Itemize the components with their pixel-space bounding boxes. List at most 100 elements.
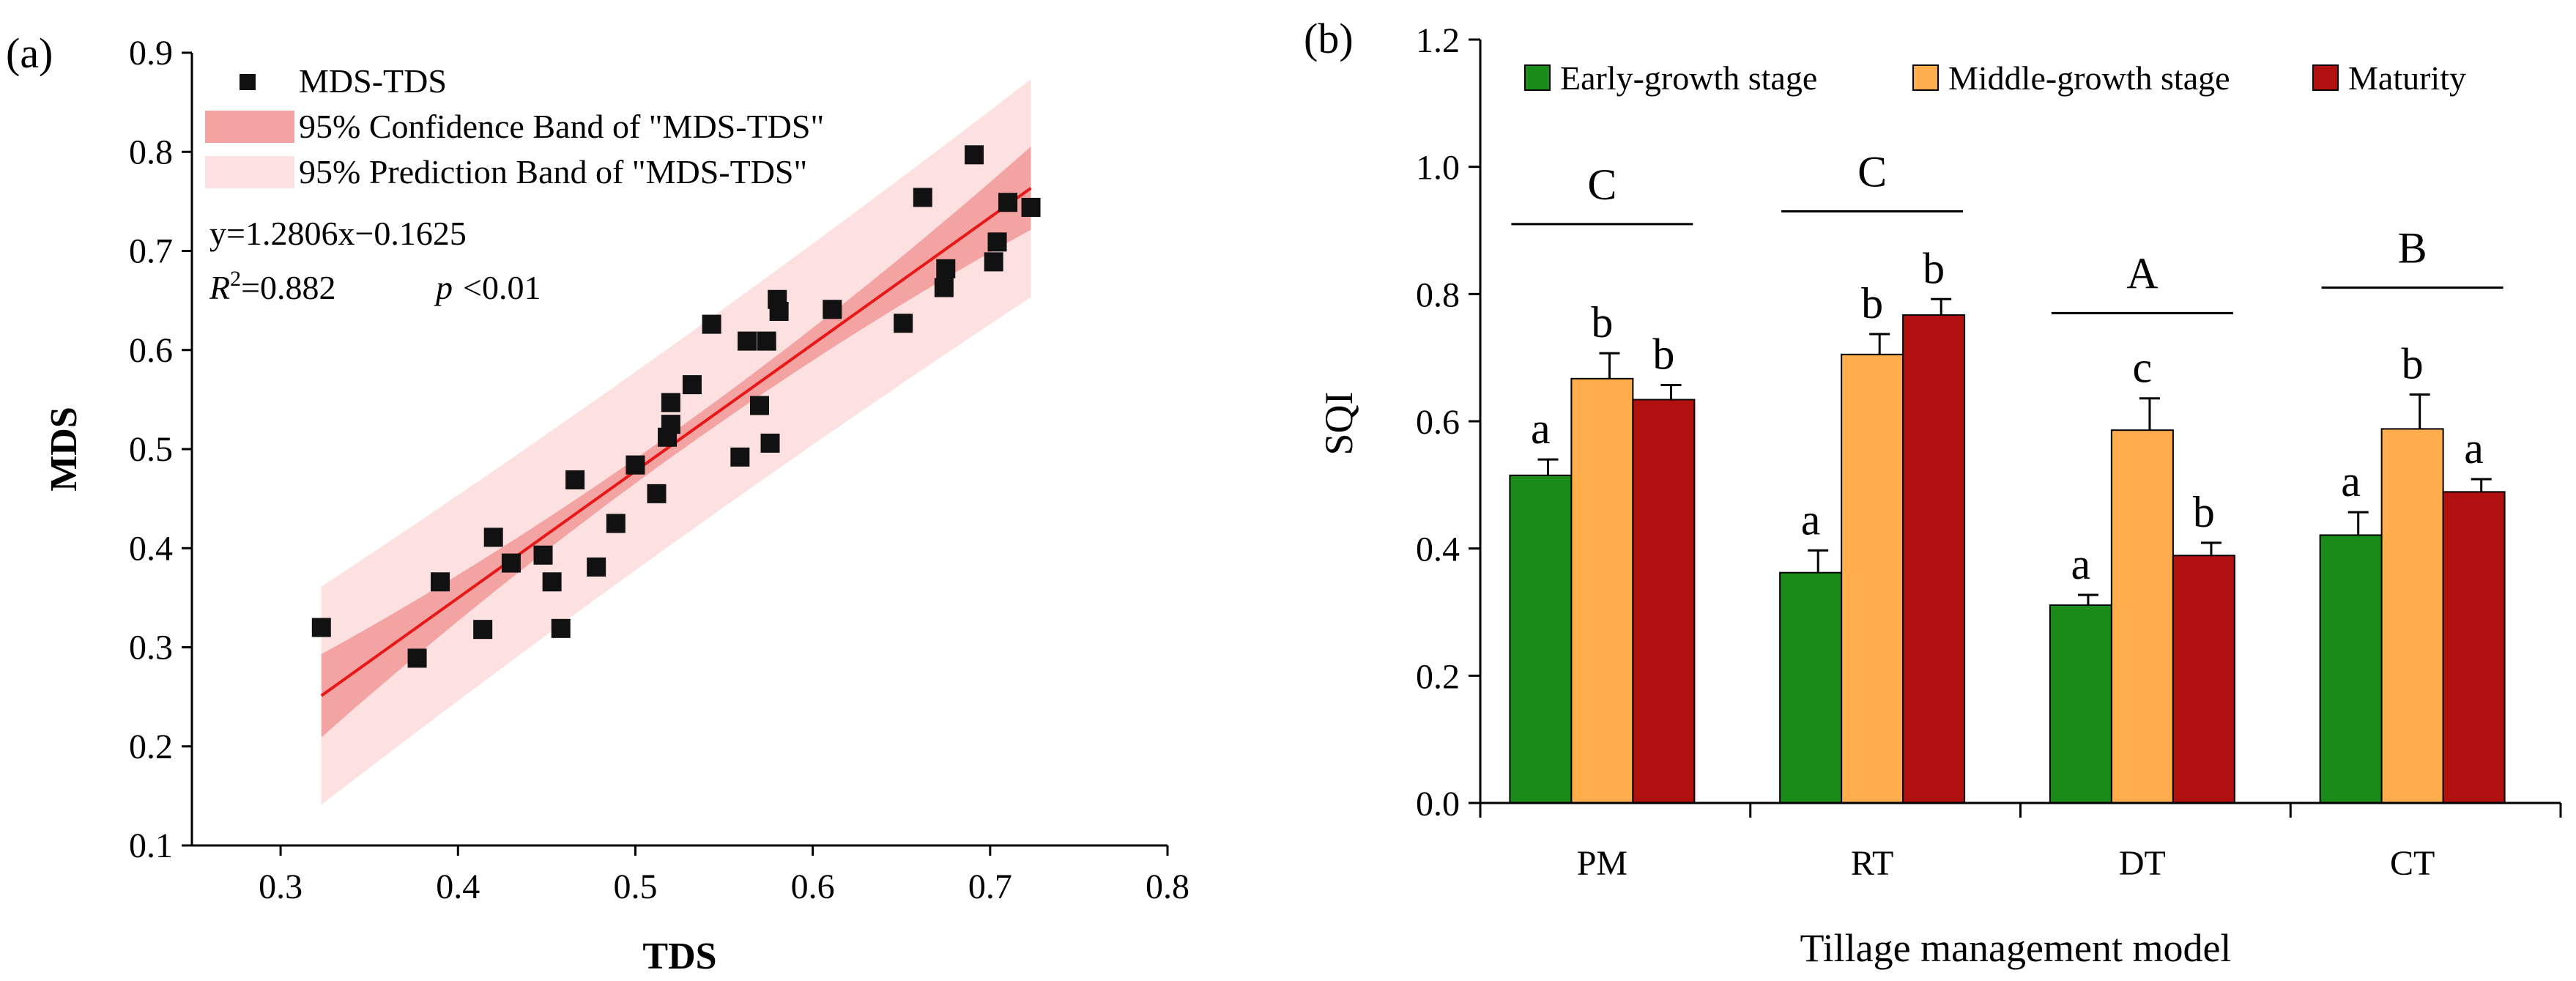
scatter-point — [757, 331, 776, 351]
scatter-point — [913, 188, 932, 207]
y-tick-label: 0.0 — [1416, 785, 1460, 823]
scatter-point — [661, 415, 680, 434]
legend-swatch-early — [1524, 64, 1551, 91]
a-legend: MDS-TDS 95% Confidence Band of "MDS-TDS"… — [205, 62, 824, 190]
y-tick-label: 0.5 — [129, 430, 173, 469]
x-tick-label: 0.5 — [613, 867, 657, 906]
scatter-point — [936, 259, 956, 278]
bar — [1902, 314, 1966, 804]
y-tick-label: 0.6 — [129, 331, 173, 370]
significance-letter: b — [1591, 298, 1613, 347]
significance-letter: a — [2464, 424, 2484, 473]
significance-letter: b — [1923, 244, 1945, 292]
a-x-ticks: 0.3 0.4 0.5 0.6 0.7 0.8 — [259, 845, 1189, 906]
x-tick-label: 0.3 — [259, 867, 302, 906]
scatter-point — [661, 393, 680, 412]
y-tick-label: 0.3 — [129, 629, 173, 667]
y-tick-label: 0.7 — [129, 232, 173, 271]
scatter-point — [1021, 197, 1041, 217]
bar — [1632, 399, 1696, 804]
bar — [1841, 353, 1904, 804]
legend-swatch-prediction — [205, 156, 294, 188]
bar — [2049, 604, 2112, 804]
scatter-point — [551, 618, 571, 638]
x-category-label: DT — [2119, 844, 2166, 883]
scatter-point — [702, 314, 721, 334]
bar — [2319, 534, 2383, 804]
significance-letter: b — [2402, 340, 2424, 388]
scatter-point — [407, 648, 427, 668]
y-tick-label: 0.6 — [1416, 403, 1460, 442]
x-category-label: CT — [2390, 844, 2435, 883]
scatter-point — [501, 553, 521, 573]
legend-swatch-middle — [1912, 64, 1939, 91]
p-value: p <0.01 — [434, 269, 541, 306]
a-points — [311, 145, 1041, 668]
bar — [1570, 377, 1634, 804]
significance-letter: a — [1531, 404, 1551, 453]
r-squared: R2=0.882 — [209, 267, 336, 306]
b-x-ticks: PM RT DT CT — [1479, 803, 2562, 883]
significance-letter: c — [2133, 344, 2153, 392]
legend-label-early: Early-growth stage — [1560, 59, 1817, 97]
x-tick-label: 0.4 — [436, 867, 480, 906]
legend-marker-points — [240, 74, 256, 90]
y-tick-label: 0.4 — [129, 529, 173, 568]
bar — [1509, 474, 1573, 804]
b-x-axis-title: Tillage management model — [1800, 926, 2232, 970]
r-squared-superscript: 2 — [230, 267, 241, 291]
legend-label-points: MDS-TDS — [299, 62, 447, 100]
scatter-point — [647, 484, 667, 503]
bar — [2442, 491, 2506, 804]
scatter-point — [749, 396, 769, 415]
scatter-point — [738, 331, 757, 351]
scatter-point — [542, 572, 562, 592]
a-y-ticks: 0.1 0.2 0.3 0.4 0.5 0.6 0.7 0.8 0.9 — [129, 34, 192, 865]
scatter-point — [934, 278, 954, 297]
legend-label-maturity: Maturity — [2348, 59, 2466, 97]
legend-swatch-maturity — [2312, 64, 2339, 91]
r-squared-value: =0.882 — [241, 269, 335, 306]
significance-letter: b — [1861, 279, 1883, 327]
r-squared-symbol: R — [209, 269, 230, 306]
bar — [2172, 555, 2235, 804]
bar — [1779, 571, 1843, 804]
legend-label-confidence: 95% Confidence Band of "MDS-TDS" — [299, 108, 824, 145]
scatter-point — [473, 620, 493, 640]
scatter-point — [565, 470, 585, 489]
panel-b-label: (b) — [1304, 15, 1354, 62]
a-x-axis-title: TDS — [642, 936, 716, 977]
p-symbol: p — [434, 269, 453, 306]
p-value-text: <0.01 — [463, 269, 541, 306]
significance-letter: a — [2071, 540, 2091, 588]
scatter-point — [987, 232, 1007, 252]
significance-letter: b — [1652, 330, 1674, 379]
scatter-point — [769, 302, 789, 322]
group-letter: C — [1587, 160, 1617, 209]
scatter-point — [998, 193, 1018, 212]
group-letter: B — [2398, 224, 2427, 273]
significance-letter: b — [2193, 488, 2215, 536]
x-tick-label: 0.6 — [791, 867, 835, 906]
scatter-point — [823, 300, 842, 319]
scatter-point — [760, 433, 780, 453]
b-y-axis-title: SQI — [1317, 391, 1361, 455]
scatter-point — [311, 618, 331, 637]
b-errorbars — [1537, 297, 2492, 605]
panel-a-label: (a) — [6, 29, 53, 77]
scatter-point — [533, 545, 553, 565]
scatter-point — [984, 252, 1003, 272]
scatter-point — [626, 455, 645, 475]
b-group-letters: C C A B — [1511, 147, 2503, 314]
x-category-label: RT — [1851, 844, 1893, 883]
group-letter: C — [1857, 147, 1887, 196]
scatter-point — [894, 314, 913, 333]
x-tick-label: 0.8 — [1146, 867, 1189, 906]
y-tick-label: 0.1 — [129, 826, 173, 865]
scatter-point — [682, 375, 702, 395]
significance-letter: a — [1801, 495, 1821, 544]
y-tick-label: 1.2 — [1416, 21, 1460, 60]
